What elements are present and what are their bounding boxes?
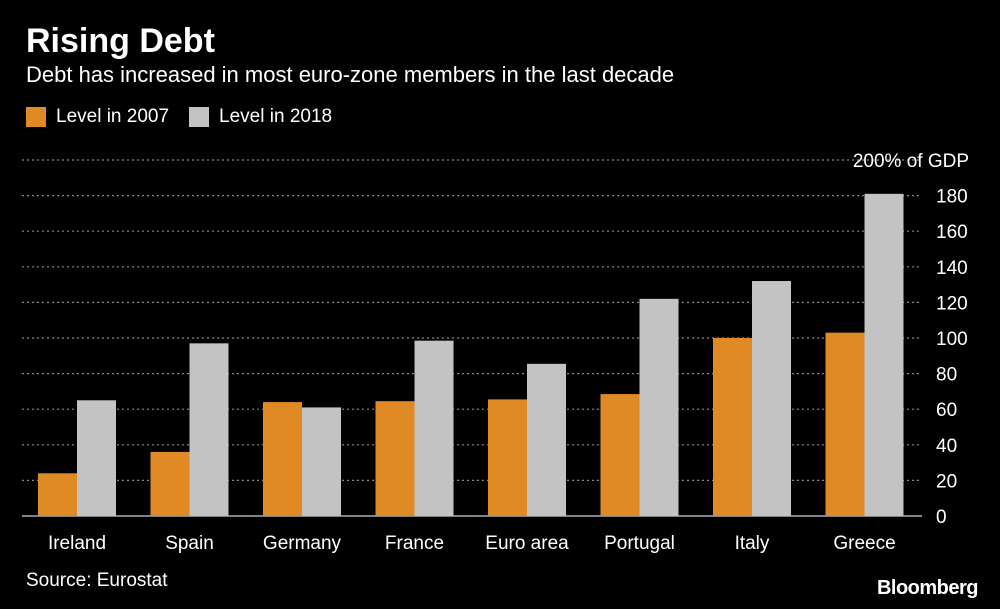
- bar-2018: [414, 340, 454, 516]
- y-tick-label: 160: [936, 222, 968, 243]
- legend-swatch-2018: [189, 107, 210, 127]
- bar-2018: [189, 343, 229, 516]
- y-tick-label: 100: [936, 329, 968, 350]
- y-tick-label: 180: [936, 187, 968, 208]
- legend: Level in 2007 Level in 2018: [26, 106, 352, 128]
- bar-2007: [488, 399, 527, 516]
- brand-logo: Bloomberg: [876, 577, 979, 599]
- chart-subtitle: Debt has increased in most euro-zone mem…: [26, 62, 675, 87]
- x-tick-label: Ireland: [48, 533, 106, 554]
- bar-2007: [825, 332, 865, 516]
- y-tick-label: 40: [936, 436, 957, 457]
- x-tick-label: Italy: [735, 533, 770, 554]
- bar-2007: [375, 401, 415, 516]
- y-tick-label: 140: [936, 258, 968, 279]
- y-tick-label: 120: [936, 293, 968, 314]
- bar-2007: [38, 473, 77, 516]
- legend-swatch-2007: [26, 107, 46, 127]
- x-tick-label: France: [385, 533, 444, 554]
- bar-2018: [527, 363, 566, 516]
- bar-2018: [639, 298, 679, 516]
- bar-2018: [302, 407, 341, 516]
- legend-item-2018: Level in 2018: [189, 106, 332, 128]
- y-tick-label: 60: [936, 400, 957, 421]
- bar-2018: [752, 281, 791, 516]
- bar-2018: [77, 400, 116, 516]
- x-tick-label: Euro area: [485, 533, 569, 554]
- source-note: Source: Eurostat: [26, 570, 168, 591]
- bar-2007: [263, 402, 302, 516]
- y-tick-label: 20: [936, 471, 957, 492]
- x-tick-label: Spain: [165, 533, 214, 554]
- y-tick-label: 200% of GDP: [853, 151, 969, 172]
- legend-label-2018: Level in 2018: [219, 106, 333, 127]
- x-tick-label: Portugal: [604, 533, 675, 554]
- bar-2007: [713, 338, 752, 516]
- bar-2018: [864, 193, 904, 516]
- y-tick-label: 80: [936, 365, 957, 386]
- bar-2007: [150, 451, 190, 516]
- x-tick-label: Germany: [263, 533, 342, 554]
- bar-2007: [600, 394, 640, 516]
- legend-label-2007: Level in 2007: [56, 106, 170, 127]
- chart-title: Rising Debt: [26, 22, 215, 60]
- legend-item-2007: Level in 2007: [26, 106, 169, 128]
- x-tick-label: Greece: [833, 533, 895, 554]
- y-tick-label: 0: [936, 507, 947, 528]
